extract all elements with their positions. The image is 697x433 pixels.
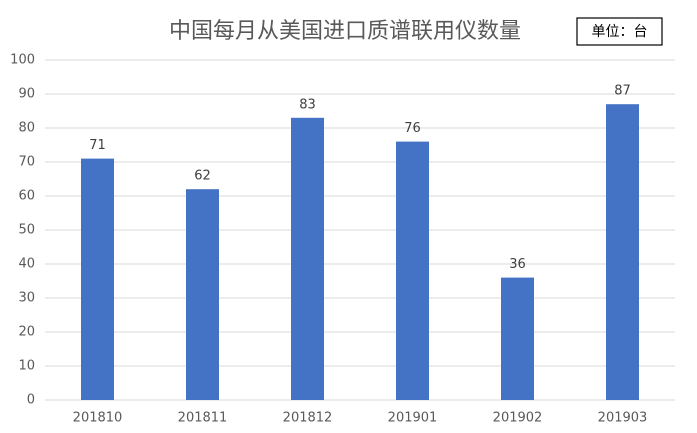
unit-box: [576, 17, 663, 46]
bar: [81, 158, 114, 400]
y-tick-label: 70: [18, 155, 35, 170]
y-tick-label: 30: [18, 291, 35, 306]
y-tick-label: 20: [18, 325, 35, 340]
chart-title: 中国每月从美国进口质谱联用仪数量: [169, 19, 521, 44]
y-tick-label: 40: [18, 257, 35, 272]
x-tick-label: 201903: [598, 411, 648, 426]
y-tick-label: 10: [18, 359, 35, 374]
bar: [186, 189, 219, 400]
y-tick-label: 80: [18, 121, 35, 136]
y-tick-label: 0: [27, 393, 35, 408]
x-tick-label: 201811: [178, 411, 228, 426]
unit-note: 单位：台: [592, 24, 648, 40]
x-tick-label: 201901: [388, 411, 438, 426]
y-tick-label: 60: [18, 189, 35, 204]
bar: [606, 104, 639, 400]
data-label: 87: [614, 84, 631, 99]
data-label: 71: [89, 138, 106, 153]
data-label: 76: [404, 121, 421, 136]
bar: [291, 117, 324, 401]
data-label: 36: [509, 257, 526, 272]
data-label: 62: [194, 169, 211, 184]
y-tick-label: 50: [18, 223, 35, 238]
y-tick-label: 90: [18, 87, 35, 102]
x-tick-label: 201810: [73, 411, 123, 426]
x-tick-label: 201902: [493, 411, 543, 426]
x-tick-label: 201812: [283, 411, 333, 426]
bar: [501, 277, 534, 400]
data-label: 83: [299, 97, 316, 112]
y-tick-label: 100: [10, 53, 35, 68]
bar: [396, 141, 429, 400]
